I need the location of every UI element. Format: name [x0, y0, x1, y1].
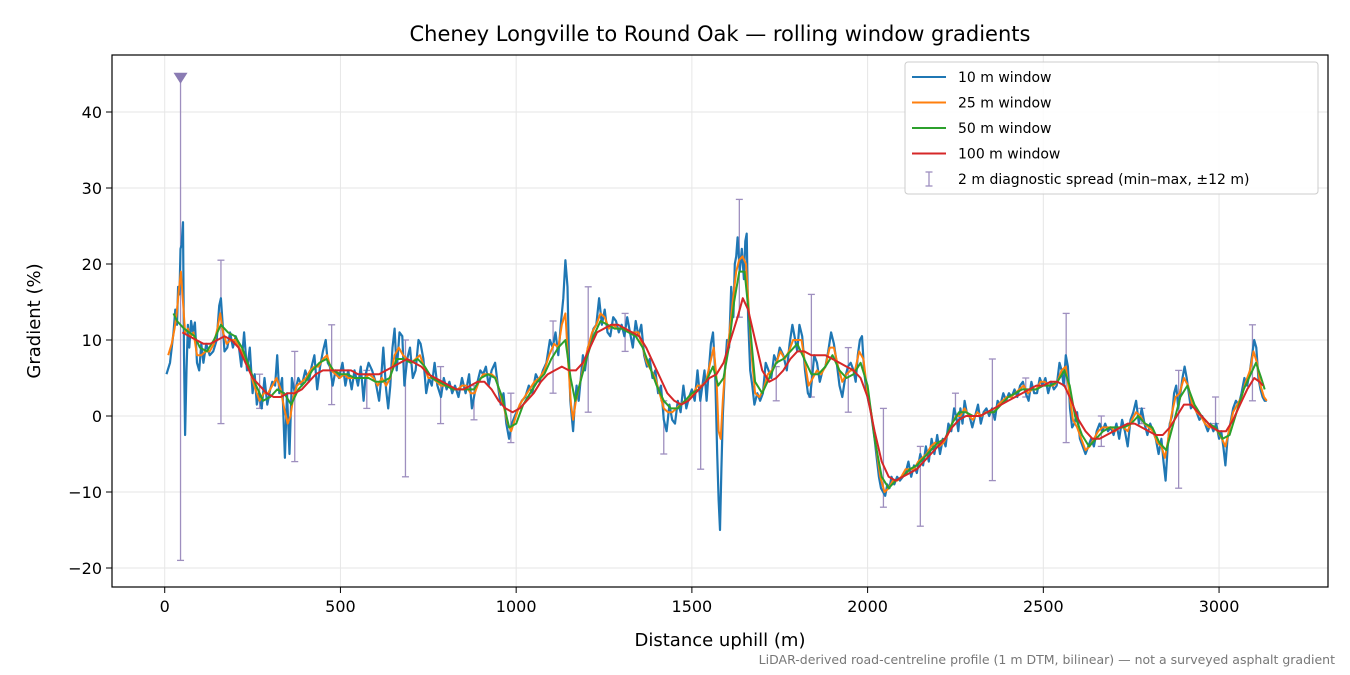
series-line-w25 [167, 255, 1268, 493]
plot-area [165, 72, 1268, 562]
footnote: LiDAR-derived road-centreline profile (1… [759, 652, 1335, 667]
legend-entry: 2 m diagnostic spread (min–max, ±12 m) [925, 171, 1249, 188]
series-line-w100 [181, 297, 1264, 482]
legend-label: 2 m diagnostic spread (min–max, ±12 m) [958, 172, 1249, 188]
spread-bar [217, 259, 225, 425]
clipped-spread-marker [173, 72, 188, 84]
x-axis-label: Distance uphill (m) [635, 630, 806, 651]
plot-frame [111, 54, 1329, 588]
chart-title: Cheney Longville to Round Oak — rolling … [410, 22, 1031, 46]
x-tick-label: 1000 [496, 597, 537, 616]
x-tick-label: 2500 [1023, 597, 1064, 616]
series-line-w50 [172, 270, 1266, 490]
spread-bar [988, 358, 996, 482]
x-tick-label: 3000 [1199, 597, 1240, 616]
legend-entry: 50 m window [912, 121, 1051, 137]
y-tick-label: 0 [92, 407, 102, 426]
legend-box [904, 61, 1319, 195]
x-tick-label: 0 [160, 597, 170, 616]
y-axis: −20 −10 0 10 20 30 40 [68, 103, 112, 578]
legend-label: 100 m window [958, 147, 1060, 163]
x-tick-label: 2000 [847, 597, 888, 616]
legend-label: 50 m window [958, 121, 1051, 137]
y-tick-label: 40 [82, 103, 102, 122]
legend-entry: 25 m window [912, 96, 1051, 112]
legend: 10 m window 25 m window 50 m window 100 m w… [904, 61, 1319, 195]
spread-bar [772, 365, 780, 402]
x-tick-label: 1500 [672, 597, 713, 616]
legend-entry: 10 m window [912, 70, 1051, 86]
spread-bar [1175, 369, 1183, 489]
y-tick-label: 10 [82, 331, 102, 350]
y-tick-label: 20 [82, 255, 102, 274]
x-axis: 0 500 1000 1500 2000 2500 3000 [160, 587, 1240, 616]
spread-bar [844, 346, 852, 413]
y-axis-label: Gradient (%) [24, 263, 45, 378]
y-tick-label: −20 [68, 559, 102, 578]
legend-entry: 100 m window [912, 147, 1060, 163]
x-tick-label: 500 [325, 597, 356, 616]
legend-label: 25 m window [958, 96, 1051, 112]
spread-bar [1212, 396, 1220, 425]
y-tick-label: 30 [82, 179, 102, 198]
spread-bar [328, 324, 336, 406]
legend-label: 10 m window [958, 70, 1051, 86]
spread-bar [1248, 324, 1256, 402]
spread-bar [291, 350, 299, 463]
y-tick-label: −10 [68, 483, 102, 502]
